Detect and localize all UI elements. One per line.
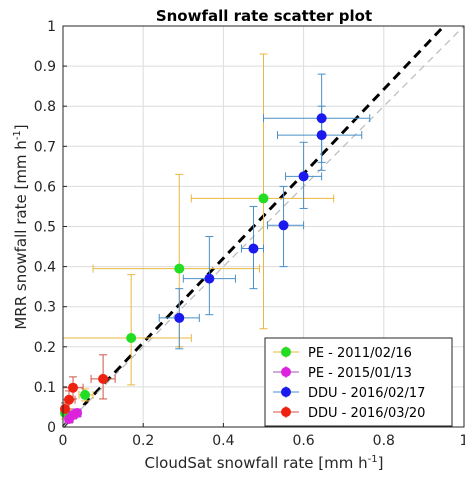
x-tick-label: 0.6 <box>292 433 314 449</box>
y-axis-label: MRR snowfall rate [mm h-1] <box>12 124 30 329</box>
legend: PE - 2011/02/16 PE - 2015/01/13 DDU - 2016… <box>265 338 452 426</box>
y-tick-label: 1 <box>47 19 56 35</box>
data-point <box>174 313 184 323</box>
y-tick-label: 0.1 <box>34 380 56 396</box>
data-point <box>174 264 184 274</box>
x-tick-label: 0.8 <box>373 433 395 449</box>
legend-entry-label: PE - 2011/02/16 <box>308 346 412 361</box>
y-axis-label-superscript: -1 <box>12 130 23 140</box>
data-point <box>299 171 309 181</box>
x-axis-label-text: CloudSat snowfall rate [mm h <box>145 454 368 472</box>
data-point <box>68 383 78 393</box>
y-axis-label-text: MRR snowfall rate [mm h <box>12 140 30 330</box>
data-point <box>248 244 258 254</box>
legend-swatch-marker <box>281 347 291 357</box>
x-tick-label: 0 <box>59 433 68 449</box>
x-axis-label-close: ] <box>378 454 384 472</box>
y-tick-label: 0.6 <box>34 179 56 195</box>
data-point <box>72 408 82 418</box>
y-tick-label: 0.5 <box>34 220 56 236</box>
y-tick-label: 0.8 <box>34 99 56 115</box>
y-axis-label-close: ] <box>12 124 30 130</box>
data-point <box>259 193 269 203</box>
legend-swatch-marker <box>281 367 291 377</box>
y-tick-label: 0.9 <box>34 59 56 75</box>
data-point <box>279 220 289 230</box>
x-axis-label-superscript: -1 <box>368 454 378 465</box>
data-point <box>126 333 136 343</box>
y-tick-label: 0.4 <box>34 260 56 276</box>
y-tick-label: 0.3 <box>34 300 56 316</box>
legend-swatch-marker <box>281 387 291 397</box>
data-point <box>98 374 108 384</box>
data-point <box>204 274 214 284</box>
x-tick-label: 1 <box>460 433 465 449</box>
x-tick-label: 0.4 <box>212 433 234 449</box>
data-point <box>60 404 70 414</box>
data-point <box>317 130 327 140</box>
y-tick-label: 0.7 <box>34 139 56 155</box>
data-point <box>317 113 327 123</box>
x-axis-label: CloudSat snowfall rate [mm h-1] <box>145 454 384 472</box>
y-tick-label: 0 <box>47 420 56 436</box>
legend-swatch-marker <box>281 407 291 417</box>
legend-entry-label: PE - 2015/01/13 <box>308 366 412 381</box>
legend-entry-label: DDU - 2016/03/20 <box>308 406 425 421</box>
legend-entry-label: DDU - 2016/02/17 <box>308 386 425 401</box>
data-point <box>80 390 90 400</box>
chart-title: Snowfall rate scatter plot <box>156 7 372 25</box>
data-point <box>64 395 74 405</box>
x-tick-label: 0.2 <box>132 433 154 449</box>
y-tick-label: 0.2 <box>34 340 56 356</box>
